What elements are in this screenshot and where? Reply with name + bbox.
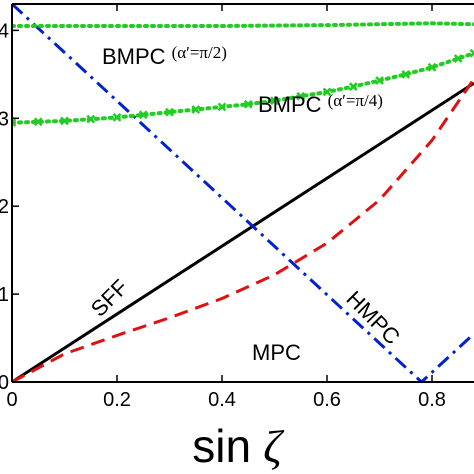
y-tick-label: 3 <box>0 108 9 130</box>
data-point-marker <box>270 96 279 106</box>
y-tick-label: 1 <box>0 284 9 306</box>
data-point-marker <box>60 116 69 126</box>
annotation-sub: (α′=π/2) <box>172 43 227 62</box>
axes <box>11 3 474 383</box>
data-point-marker <box>375 76 384 85</box>
data-point-marker <box>296 91 306 101</box>
data-point-marker <box>191 105 201 114</box>
series-hmpc <box>12 4 474 382</box>
series-mpc <box>12 77 474 382</box>
data-point-marker <box>243 99 253 109</box>
annotation-bmpc-half: BMPC (α′=π/2) <box>102 43 227 69</box>
data-point-marker <box>401 69 411 79</box>
y-tick-label: 2 <box>0 196 9 218</box>
x-tick-label: 0.8 <box>418 389 446 411</box>
annotation-mpc: MPC <box>252 340 301 365</box>
series-line-bmpc-2 <box>12 21 474 28</box>
data-point-marker <box>322 87 332 97</box>
series-line-sff <box>12 81 474 382</box>
y-tick-label: 4 <box>0 20 9 42</box>
annotation-hmpc: HMPC <box>341 286 405 350</box>
x-axis-label: sin ζ <box>192 420 285 472</box>
data-point-marker <box>348 82 358 92</box>
x-tick-label: 0.6 <box>313 389 341 411</box>
x-axis-label-text: sin <box>192 420 251 472</box>
data-point-marker <box>138 110 148 120</box>
annotation-main: MPC <box>252 340 301 365</box>
plot-area <box>12 4 474 382</box>
x-tick-label: 0 <box>6 389 17 411</box>
annotations: BMPC (α′=π/2) BMPC (α′=π/4) SFF MPC HMPC <box>86 43 405 365</box>
series-bmpc-2 <box>12 21 474 28</box>
data-point-marker <box>217 102 227 112</box>
data-point-marker <box>86 114 96 124</box>
series-line-mpc <box>12 77 474 382</box>
x-tick-label: 0.4 <box>208 389 236 411</box>
annotation-sff: SFF <box>86 274 133 321</box>
y-tick-label: 0 <box>0 372 9 394</box>
annotation-bmpc-quarter: BMPC (α′=π/4) <box>258 91 383 117</box>
x-tick-label: 0.2 <box>103 389 131 411</box>
data-point-marker <box>112 113 122 122</box>
annotation-main: HMPC <box>341 286 405 350</box>
tick-labels: 0 0.2 0.4 0.6 0.8 0 1 2 3 4 <box>0 20 446 411</box>
data-point-marker <box>165 107 174 117</box>
series-bmpc-4 <box>12 48 474 128</box>
series-sff <box>12 81 474 382</box>
annotation-sub: (α′=π/4) <box>328 91 383 110</box>
series-line-hmpc <box>12 4 474 382</box>
annotation-main: SFF <box>86 274 133 321</box>
x-axis-label-symbol: ζ <box>263 421 285 472</box>
data-point-marker <box>469 48 474 58</box>
data-point-marker <box>427 62 437 72</box>
data-point-marker <box>33 117 43 127</box>
annotation-main: BMPC <box>102 44 166 69</box>
data-point-marker <box>12 118 17 128</box>
data-point-marker <box>453 54 463 63</box>
series-line-bmpc-4 <box>12 51 474 125</box>
annotation-main: BMPC <box>258 92 322 117</box>
